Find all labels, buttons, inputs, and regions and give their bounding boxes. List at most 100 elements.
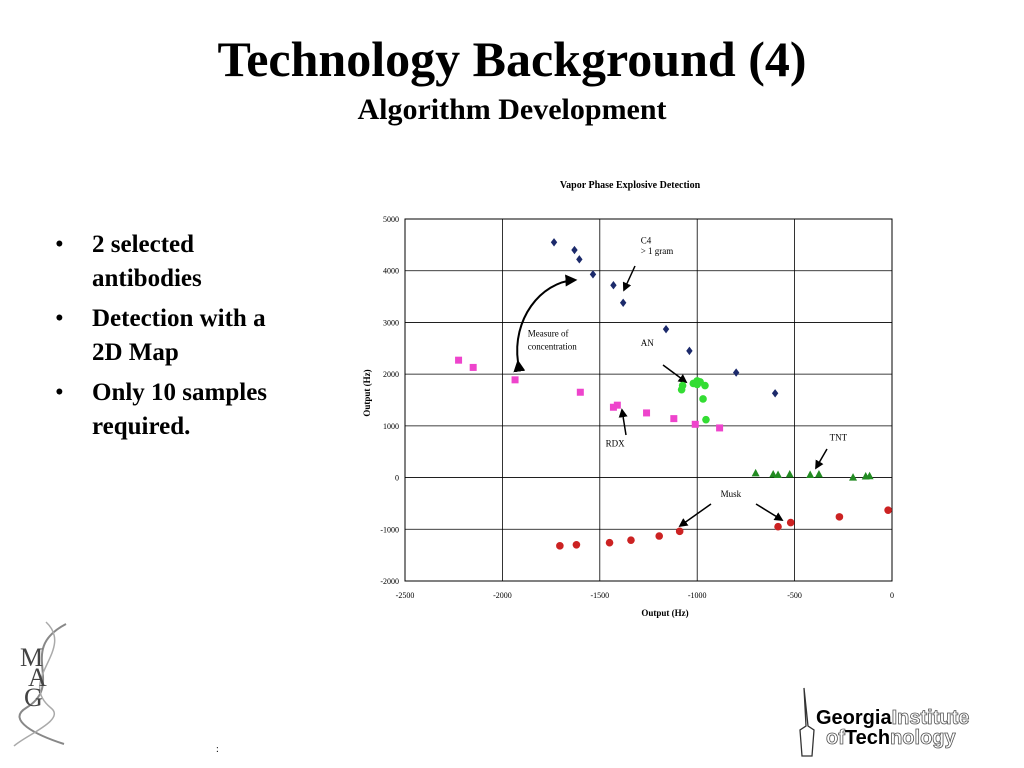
- x-tick-label: -1000: [688, 591, 707, 600]
- rdx-point: [691, 420, 699, 428]
- musk-point: [556, 542, 564, 550]
- gt-institute: Institute: [892, 707, 970, 729]
- mag-letter-g: G: [24, 683, 43, 712]
- an-point: [699, 395, 707, 403]
- tnt-point: [849, 473, 858, 481]
- annotation-label: RDX: [606, 439, 626, 449]
- rdx-point: [670, 415, 678, 423]
- x-tick-label: -1500: [590, 591, 609, 600]
- x-tick-label: -2500: [396, 591, 415, 600]
- data-points: [455, 238, 892, 550]
- mag-letter-m: M: [20, 643, 43, 672]
- musk-point: [835, 513, 844, 521]
- tnt-point: [806, 470, 815, 478]
- musk-arrow-right: [755, 503, 784, 521]
- tech-tower-icon: [799, 687, 815, 757]
- y-tick-label: 4000: [383, 267, 399, 276]
- y-tick-label: -2000: [380, 577, 399, 586]
- gt-tech: Tech: [845, 727, 890, 749]
- rdx-arrow: [618, 408, 628, 436]
- slide-subtitle: Algorithm Development: [357, 93, 667, 126]
- georgia-tech-logo: GeorgiaInstitute ofTechnology: [799, 687, 970, 757]
- concentration-arrow: [513, 274, 578, 373]
- plot-frame: [404, 218, 893, 582]
- footer-mark: :: [216, 744, 219, 755]
- y-tick-label: -1000: [380, 525, 399, 534]
- an-arrow: [662, 364, 688, 384]
- tnt-point: [814, 469, 823, 478]
- chart-grid: [404, 218, 893, 582]
- rdx-point: [576, 388, 584, 396]
- tnt-point: [769, 469, 778, 478]
- dna-strand-icon: [13, 621, 56, 747]
- bullet-item: • Detection with a 2D Map: [52, 302, 292, 370]
- rdx-point: [609, 403, 617, 411]
- musk-point: [774, 522, 782, 531]
- gt-georgia: Georgia: [816, 707, 892, 729]
- annotation-label: TNT: [830, 432, 848, 442]
- bullet-text: Only 10 samples required.: [92, 379, 268, 440]
- bullet-dot: •: [55, 379, 64, 406]
- c4-point: [550, 238, 558, 247]
- rdx-point: [613, 401, 621, 409]
- annotation-labels: C4> 1 gram Measure of concentration AN RDX TN…: [528, 235, 848, 499]
- musk-point: [884, 506, 892, 514]
- c4-point: [571, 245, 578, 255]
- mag-letter-a: A: [28, 663, 47, 692]
- svg-text:ofTechnology: ofTechnology: [826, 727, 957, 749]
- c4-point: [771, 389, 779, 398]
- musk-point: [675, 527, 684, 536]
- c4-arrow: [622, 265, 636, 292]
- annotation-label: concentration: [528, 341, 577, 351]
- rdx-point: [643, 409, 651, 417]
- an-point: [693, 380, 701, 389]
- tnt-point: [774, 470, 783, 478]
- an-point: [678, 381, 687, 390]
- rdx-point: [469, 363, 477, 371]
- rdx-point: [716, 424, 724, 432]
- y-axis-label: Output (Hz): [362, 369, 372, 416]
- bullet-text: 2 selected antibodies: [92, 231, 202, 292]
- musk-point: [786, 518, 795, 527]
- tnt-point: [785, 469, 794, 478]
- gt-nology: nology: [890, 727, 956, 749]
- bullet-text: Detection with a 2D Map: [92, 305, 266, 366]
- x-tick-label: -500: [787, 591, 802, 600]
- gt-of: of: [826, 727, 845, 749]
- annotation-label: Measure of: [528, 328, 569, 338]
- bullet-item: • 2 selected antibodies: [52, 228, 292, 296]
- mag-logo: M A G: [13, 621, 67, 747]
- musk-arrow-left: [678, 503, 712, 528]
- bullet-list: • 2 selected antibodies • Detection with…: [52, 228, 292, 450]
- chart-title: Vapor Phase Explosive Detection: [560, 180, 701, 191]
- y-tick-label: 5000: [383, 215, 399, 224]
- scatter-chart: Vapor Phase Explosive Detection -2500 -20…: [362, 180, 894, 618]
- tnt-arrow: [815, 448, 828, 470]
- annotation-arrows: [513, 265, 828, 528]
- rdx-point: [511, 376, 519, 384]
- tnt-point: [865, 471, 874, 480]
- c4-point: [662, 324, 670, 334]
- slide-title: Technology Background (4): [217, 31, 807, 87]
- musk-point: [572, 541, 581, 549]
- x-axis-label: Output (Hz): [641, 608, 688, 618]
- c4-point: [686, 346, 693, 356]
- c4-point: [576, 255, 583, 264]
- y-tick-label: 2000: [383, 370, 399, 379]
- svg-text:GeorgiaInstitute: GeorgiaInstitute: [816, 707, 969, 729]
- annotation-label: AN: [641, 338, 654, 348]
- c4-point: [732, 368, 740, 377]
- bullet-dot: •: [55, 231, 64, 258]
- annotation-label: C4: [641, 235, 652, 245]
- musk-point: [627, 536, 635, 544]
- y-tick-label: 0: [395, 474, 399, 483]
- tnt-point: [751, 468, 760, 477]
- an-point: [702, 415, 710, 424]
- bullet-item: • Only 10 samples required.: [52, 376, 292, 444]
- y-tick-label: 1000: [383, 422, 399, 431]
- rdx-point: [455, 356, 463, 364]
- x-tick-label: -2000: [493, 591, 512, 600]
- dna-strand-icon: [18, 623, 67, 745]
- annotation-label: > 1 gram: [641, 246, 674, 256]
- c4-point: [610, 280, 617, 290]
